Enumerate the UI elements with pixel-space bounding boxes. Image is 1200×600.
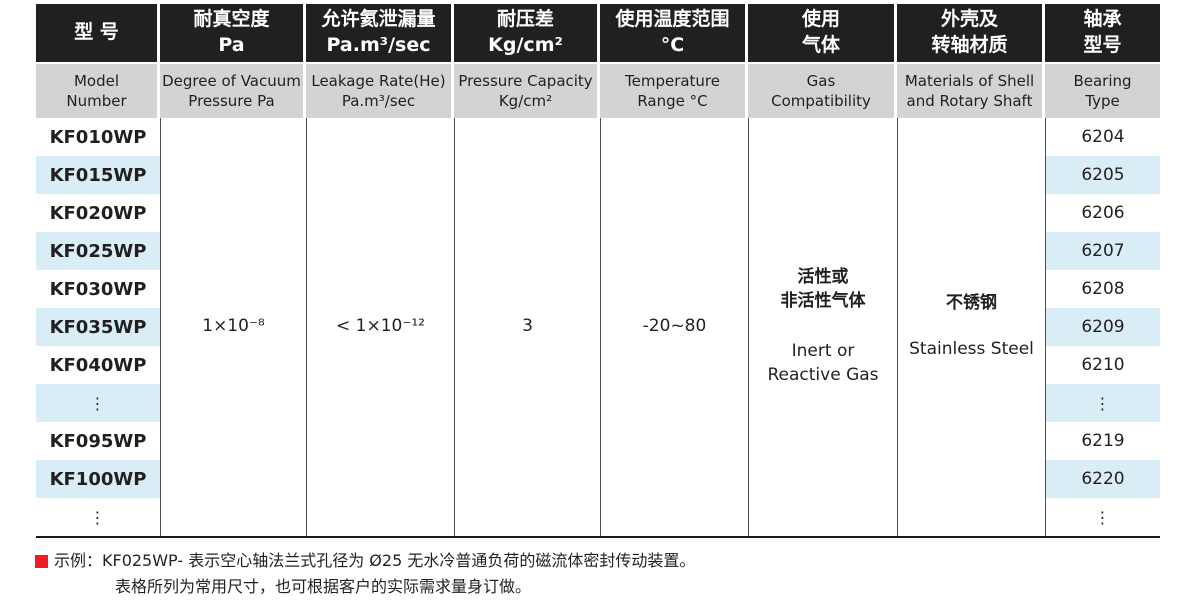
header-gas-zh: 使用 气体 [748,4,897,62]
header-temperature-zh: 使用温度范围 °C [600,4,748,62]
bearing-cell: 6210 [1046,346,1160,384]
gas-value-zh: 活性或 非活性气体 [780,267,866,312]
bearing-cell: 6205 [1046,156,1160,194]
gas-value-en: Inert or Reactive Gas [767,341,879,385]
materials-merged-cell: 不锈钢 Stainless Steel [897,118,1045,536]
bearing-ellipsis-cell: ⋮ [1046,498,1160,536]
model-cell: KF095WP [36,422,160,460]
leakage-merged-cell: < 1×10⁻¹² [306,118,454,536]
footnote-example-text: 示例：KF025WP- 表示空心轴法兰式孔径为 Ø25 无水冷普通负荷的磁流体密… [54,551,696,570]
model-ellipsis-cell: ⋮ [36,384,160,422]
header-vacuum-en: Degree of Vacuum Pressure Pa [160,62,306,118]
table-header-english: Model Number Degree of Vacuum Pressure P… [36,62,1160,118]
materials-value-zh: 不锈钢 [946,293,997,314]
materials-value-en: Stainless Steel [909,339,1034,359]
model-ellipsis-cell: ⋮ [36,498,160,536]
bearing-column: 6204 6205 6206 6207 6208 6209 6210 ⋮ 621… [1045,118,1160,536]
model-cell: KF100WP [36,460,160,498]
header-temperature-en: Temperature Range °C [600,62,748,118]
bearing-cell: 6204 [1046,118,1160,156]
model-cell: KF015WP [36,156,160,194]
model-cell: KF020WP [36,194,160,232]
header-model-en: Model Number [36,62,160,118]
temperature-merged-cell: -20~80 [600,118,748,536]
gas-merged-cell: 活性或 非活性气体 Inert or Reactive Gas [748,118,897,536]
pressure-value: 3 [522,316,533,337]
vacuum-merged-cell: 1×10⁻⁸ [160,118,306,536]
vacuum-value: 1×10⁻⁸ [202,316,265,337]
header-bearing-zh: 轴承 型号 [1045,4,1160,62]
bearing-cell: 6219 [1046,422,1160,460]
footnote-line2: 表格所列为常用尺寸，也可根据客户的实际需求量身订做。 [115,577,532,597]
header-vacuum-zh: 耐真空度 Pa [160,4,306,62]
bearing-cell: 6220 [1046,460,1160,498]
model-cell: KF040WP [36,346,160,384]
model-column: KF010WP KF015WP KF020WP KF025WP KF030WP … [36,118,160,536]
bearing-cell: 6208 [1046,270,1160,308]
model-cell: KF010WP [36,118,160,156]
header-bearing-en: Bearing Type [1045,62,1160,118]
temperature-value: -20~80 [642,316,707,337]
red-square-marker-icon [35,554,48,568]
bearing-cell: 6209 [1046,308,1160,346]
footnote: 示例：KF025WP- 表示空心轴法兰式孔径为 Ø25 无水冷普通负荷的磁流体密… [35,550,695,599]
header-leakage-zh: 允许氦泄漏量 Pa.m³/sec [306,4,454,62]
table-header-chinese: 型 号 耐真空度 Pa 允许氦泄漏量 Pa.m³/sec 耐压差 Kg/cm² … [36,4,1160,62]
model-cell: KF030WP [36,270,160,308]
spec-table: 型 号 耐真空度 Pa 允许氦泄漏量 Pa.m³/sec 耐压差 Kg/cm² … [36,4,1160,538]
header-pressure-zh: 耐压差 Kg/cm² [454,4,600,62]
header-gas-en: Gas Compatibility [748,62,897,118]
header-materials-zh: 外壳及 转轴材质 [897,4,1045,62]
bearing-cell: 6207 [1046,232,1160,270]
header-materials-en: Materials of Shell and Rotary Shaft [897,62,1045,118]
model-cell: KF025WP [36,232,160,270]
table-body: KF010WP KF015WP KF020WP KF025WP KF030WP … [36,118,1160,538]
pressure-merged-cell: 3 [454,118,600,536]
footnote-line1: 示例：KF025WP- 表示空心轴法兰式孔径为 Ø25 无水冷普通负荷的磁流体密… [35,550,695,572]
header-leakage-en: Leakage Rate(He) Pa.m³/sec [306,62,454,118]
bearing-ellipsis-cell: ⋮ [1046,384,1160,422]
leakage-value: < 1×10⁻¹² [336,316,425,337]
model-cell: KF035WP [36,308,160,346]
bearing-cell: 6206 [1046,194,1160,232]
header-model-zh: 型 号 [36,4,160,62]
header-pressure-en: Pressure Capacity Kg/cm² [454,62,600,118]
